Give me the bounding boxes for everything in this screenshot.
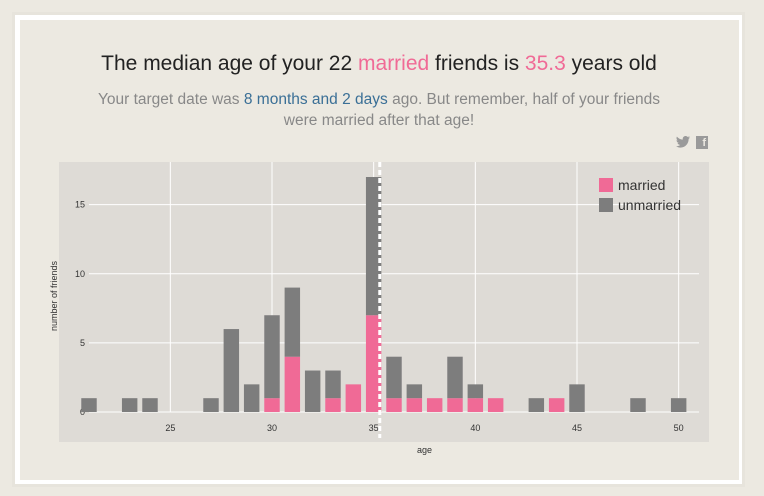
subtitle-target-duration[interactable]: 8 months and 2 days <box>243 91 388 108</box>
x-tick-label: 40 <box>470 423 480 433</box>
x-axis-label: age <box>417 445 432 455</box>
twitter-icon[interactable] <box>676 136 690 151</box>
bar-unmarried <box>203 398 219 412</box>
bar-married <box>467 398 484 412</box>
bar-married <box>406 398 423 412</box>
x-tick-label: 35 <box>369 423 379 433</box>
x-tick-label: 50 <box>674 423 684 433</box>
bar-unmarried <box>630 398 646 412</box>
bar-unmarried <box>365 177 382 316</box>
y-tick-label: 5 <box>80 338 85 348</box>
x-tick-label: 25 <box>165 423 175 433</box>
y-tick-label: 15 <box>75 200 85 210</box>
bar-unmarried <box>264 315 280 399</box>
bar-unmarried <box>447 356 463 399</box>
x-tick-label: 30 <box>267 423 277 433</box>
facebook-icon[interactable]: f <box>696 136 708 149</box>
y-tick-label: 10 <box>75 269 85 279</box>
bar-unmarried <box>223 329 240 412</box>
bar-unmarried <box>304 370 321 412</box>
bar-married <box>284 356 301 412</box>
y-axis-label: number of friends <box>49 260 59 331</box>
legend-label-unmarried: unmarried <box>618 197 681 213</box>
headline-text-3: years old <box>565 52 657 75</box>
bar-married <box>365 315 382 412</box>
page-title: The median age of your 22 married friend… <box>0 52 758 76</box>
headline-text-1: The median age of your 22 <box>101 52 359 75</box>
bar-married <box>548 398 565 412</box>
bar-married <box>487 398 504 412</box>
headline-married-word: married <box>358 52 430 75</box>
x-tick-label: 45 <box>572 423 582 433</box>
legend-label-married: married <box>618 177 665 193</box>
headline-text-2: friends is <box>429 52 525 75</box>
bar-married <box>386 398 402 412</box>
bar-married <box>325 398 341 412</box>
bar-unmarried <box>284 287 301 357</box>
bar-unmarried <box>670 398 687 412</box>
bar-unmarried <box>569 384 585 412</box>
subtitle-text-1: Your target date was <box>97 91 244 108</box>
bar-married <box>264 398 280 412</box>
bar-unmarried <box>81 398 97 412</box>
subtitle: Your target date was 8 months and 2 days… <box>80 89 678 131</box>
bar-unmarried <box>121 398 138 412</box>
bar-unmarried <box>406 384 423 399</box>
bar-unmarried <box>142 398 158 412</box>
legend-swatch-married <box>599 178 613 192</box>
bar-unmarried <box>386 356 402 399</box>
bar-married <box>426 398 443 412</box>
bar-married <box>447 398 463 412</box>
bar-unmarried <box>467 384 484 399</box>
bar-unmarried <box>243 384 260 412</box>
subtitle-text-2: ago. But remember, half of your friends … <box>283 91 661 129</box>
bar-married <box>345 384 362 412</box>
headline-median-value: 35.3 <box>524 52 566 75</box>
legend-swatch-unmarried <box>599 198 613 212</box>
bar-unmarried <box>528 398 545 412</box>
bar-unmarried <box>325 370 341 399</box>
